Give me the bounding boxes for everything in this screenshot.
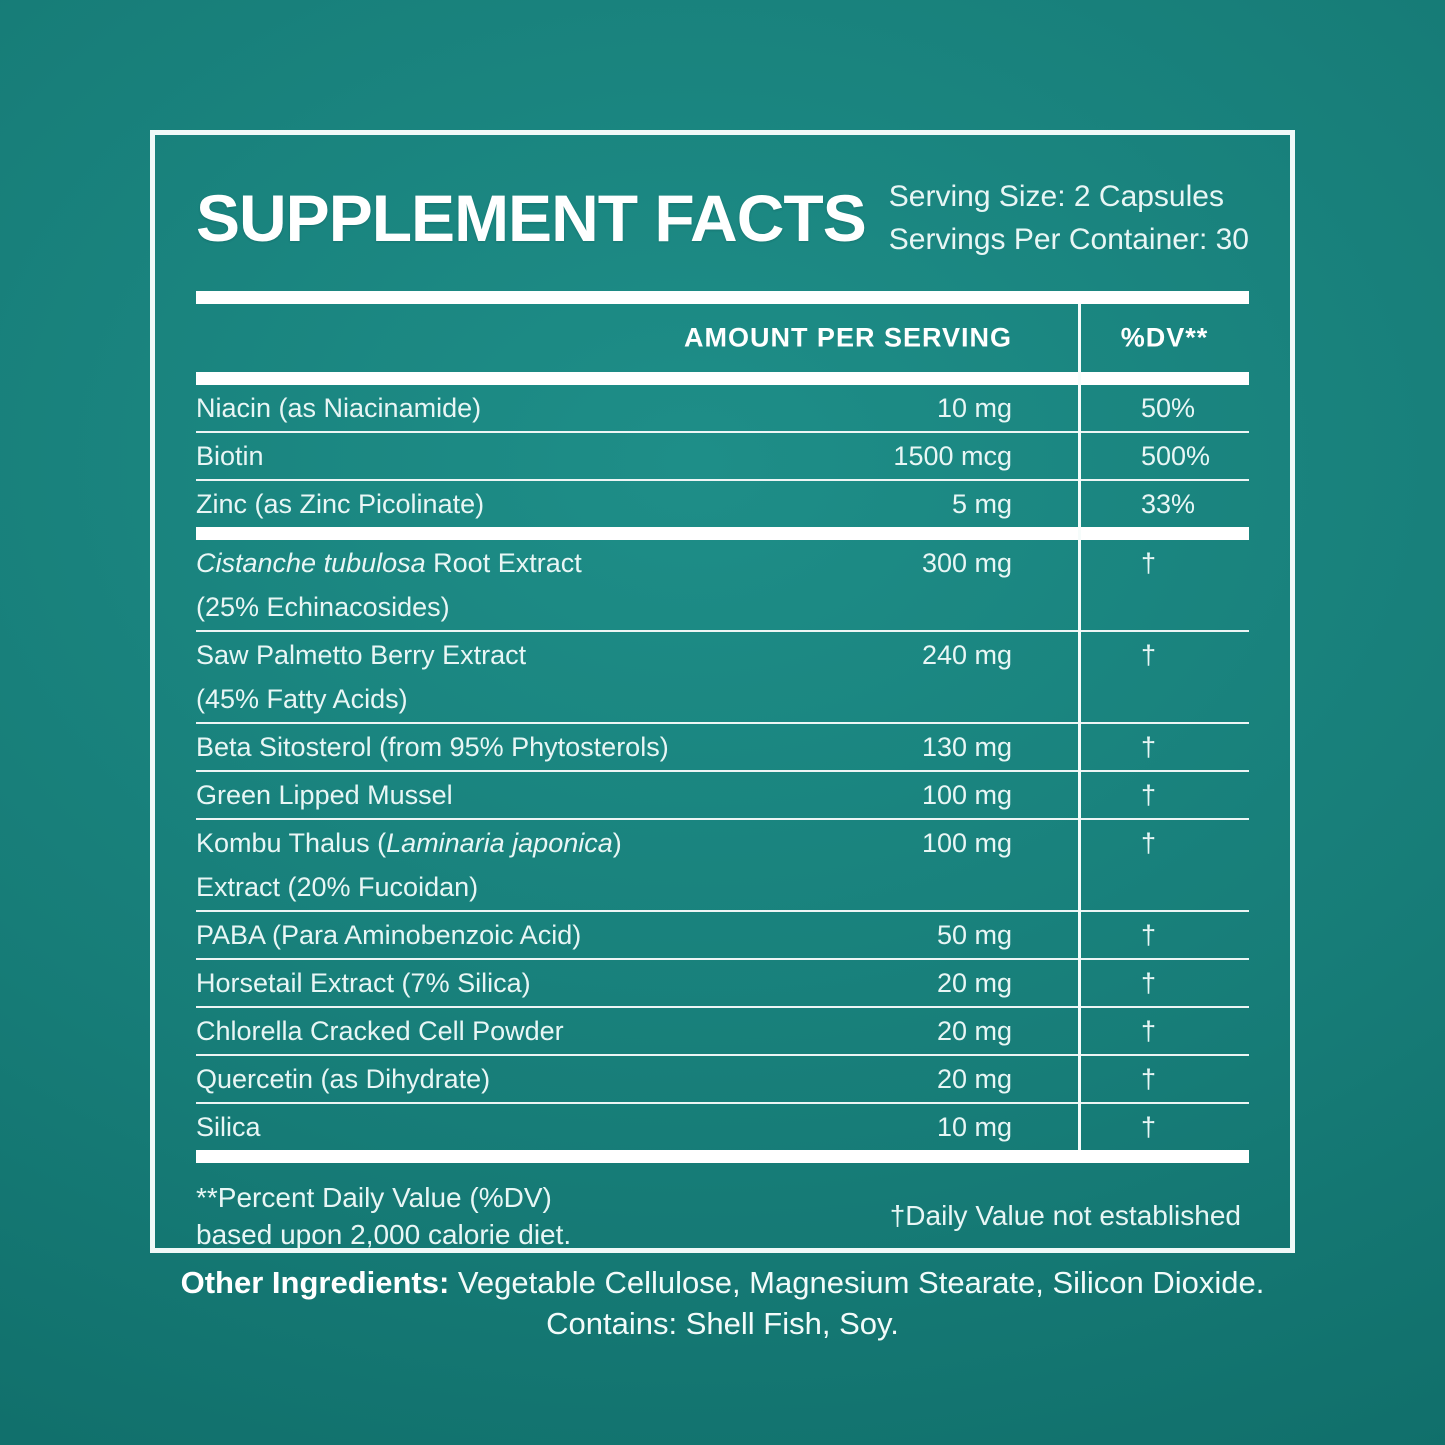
ingredient-name-line1: Kombu Thalus (Laminaria japonica) [196,828,622,858]
dv-cell: † [1141,1016,1157,1046]
dv-cell: † [1141,968,1157,998]
footnotes: **Percent Daily Value (%DV) based upon 2… [196,1179,1249,1253]
ingredient-name: Horsetail Extract (7% Silica) [196,968,796,998]
table-bottom-bar [196,1150,1249,1163]
other-ingredients-label: Other Ingredients: [180,1265,450,1300]
ingredient-name: Kombu Thalus (Laminaria japonica) Extract… [196,828,796,902]
facts-table-body: Niacin (as Niacinamide) 10 mg 50% Biotin 150… [196,385,1249,1150]
dv-cell: † [1141,732,1157,762]
ingredient-name-line1: Saw Palmetto Berry Extract [196,640,527,670]
ingredient-name-line1: Silica [196,1112,261,1142]
table-row: Horsetail Extract (7% Silica) 20 mg † [196,958,1249,1006]
amount-cell: 5 mg [951,489,1012,519]
servings-per-container-text: Servings Per Container: 30 [888,223,1249,256]
ingredient-name-line1: Niacin (as Niacinamide) [196,393,482,423]
amount-cell: 10 mg [936,393,1012,423]
amount-cell: 20 mg [936,968,1012,998]
table-row: Biotin 1500 mcg 500% [196,431,1249,479]
amount-cell: 240 mg [921,640,1012,670]
amount-cell: 20 mg [936,1016,1012,1046]
ingredient-name: Cistanche tubulosa Root Extract (25% Echi… [196,548,796,622]
ingredient-name: Quercetin (as Dihydrate) [196,1064,796,1094]
ingredient-name-line1: Zinc (as Zinc Picolinate) [196,489,485,519]
header-bottom-bar [196,372,1249,385]
ingredient-name-line1: Horsetail Extract (7% Silica) [196,968,531,998]
column-header-row: AMOUNT PER SERVING %DV** [196,304,1249,372]
ingredient-name: Beta Sitosterol (from 95% Phytosterols) [196,732,796,762]
ingredient-name: PABA (Para Aminobenzoic Acid) [196,920,796,950]
amount-cell: 50 mg [936,920,1012,950]
table-row: Green Lipped Mussel 100 mg † [196,770,1249,818]
dagger-footnote: †Daily Value not established [889,1200,1241,1231]
amount-cell: 300 mg [921,548,1012,578]
table-top-bar [196,291,1249,304]
dv-footnote-line2: based upon 2,000 calorie diet. [196,1219,572,1250]
page-title: SUPPLEMENT FACTS [196,181,867,255]
other-ingredients-text: Vegetable Cellulose, Magnesium Stearate,… [449,1265,1265,1300]
table-row: Beta Sitosterol (from 95% Phytosterols) 1… [196,722,1249,770]
dv-cell: † [1141,828,1157,858]
ingredient-name: Chlorella Cracked Cell Powder [196,1016,796,1046]
dv-cell: † [1141,1064,1157,1094]
table-row: Saw Palmetto Berry Extract (45% Fatty Aci… [196,630,1249,722]
amount-column-header: AMOUNT PER SERVING [683,322,1012,353]
column-divider-line [1078,304,1081,1150]
ingredient-name: Zinc (as Zinc Picolinate) [196,489,796,519]
ingredient-name-line2: (25% Echinacosides) [196,592,450,622]
ingredient-name-line1: PABA (Para Aminobenzoic Acid) [196,920,582,950]
ingredient-name: Biotin [196,441,796,471]
section-divider-bar [196,527,1249,540]
table-row: Zinc (as Zinc Picolinate) 5 mg 33% [196,479,1249,527]
supplement-facts-panel: SUPPLEMENT FACTS Serving Size: 2 Capsule… [150,130,1295,1253]
serving-size-text: Serving Size: 2 Capsules [888,180,1224,213]
ingredient-name: Niacin (as Niacinamide) [196,393,796,423]
dv-cell: † [1141,548,1157,578]
amount-cell: 20 mg [936,1064,1012,1094]
ingredient-name-line1: Biotin [196,441,264,471]
ingredient-name: Silica [196,1112,796,1142]
dv-cell: † [1141,920,1157,950]
dv-cell: † [1141,780,1157,810]
ingredient-name-line1: Quercetin (as Dihydrate) [196,1064,491,1094]
dv-cell: 50% [1141,393,1196,423]
table-row: Cistanche tubulosa Root Extract (25% Echi… [196,540,1249,630]
amount-cell: 130 mg [921,732,1012,762]
table-row: Quercetin (as Dihydrate) 20 mg † [196,1054,1249,1102]
other-ingredients: Other Ingredients: Vegetable Cellulose, … [0,1262,1445,1344]
ingredient-name-line1: Beta Sitosterol (from 95% Phytosterols) [196,732,669,762]
contains-text: Contains: Shell Fish, Soy. [546,1306,899,1341]
dv-column-header: %DV** [1120,322,1209,353]
amount-cell: 100 mg [921,780,1012,810]
table-row: Silica 10 mg † [196,1102,1249,1150]
dv-footnote-line1: **Percent Daily Value (%DV) [196,1182,552,1213]
dv-cell: † [1141,640,1157,670]
other-ingredients-line: Other Ingredients: Vegetable Cellulose, … [0,1262,1445,1303]
ingredient-name-line1: Chlorella Cracked Cell Powder [196,1016,564,1046]
amount-cell: 10 mg [936,1112,1012,1142]
table-row: PABA (Para Aminobenzoic Acid) 50 mg † [196,910,1249,958]
amount-cell: 1500 mcg [893,441,1012,471]
dv-footnote: **Percent Daily Value (%DV) based upon 2… [196,1179,571,1253]
table-row: Niacin (as Niacinamide) 10 mg 50% [196,385,1249,431]
ingredient-name-line1: Green Lipped Mussel [196,780,453,810]
table-row: Chlorella Cracked Cell Powder 20 mg † [196,1006,1249,1054]
ingredient-name: Saw Palmetto Berry Extract (45% Fatty Aci… [196,640,796,714]
panel-header: SUPPLEMENT FACTS Serving Size: 2 Capsule… [196,175,1249,261]
serving-info: Serving Size: 2 Capsules Servings Per Co… [889,175,1249,261]
dv-cell: 500% [1141,441,1211,471]
dv-cell: 33% [1141,489,1196,519]
facts-table: AMOUNT PER SERVING %DV** Niacin (as Niac… [196,291,1249,1163]
ingredient-name-line1: Cistanche tubulosa Root Extract [196,548,582,578]
table-row: Kombu Thalus (Laminaria japonica) Extract… [196,818,1249,910]
ingredient-name-line2: (45% Fatty Acids) [196,684,408,714]
amount-cell: 100 mg [921,828,1012,858]
ingredient-name-line2: Extract (20% Fucoidan) [196,872,479,902]
dv-cell: † [1141,1112,1157,1142]
ingredient-name: Green Lipped Mussel [196,780,796,810]
